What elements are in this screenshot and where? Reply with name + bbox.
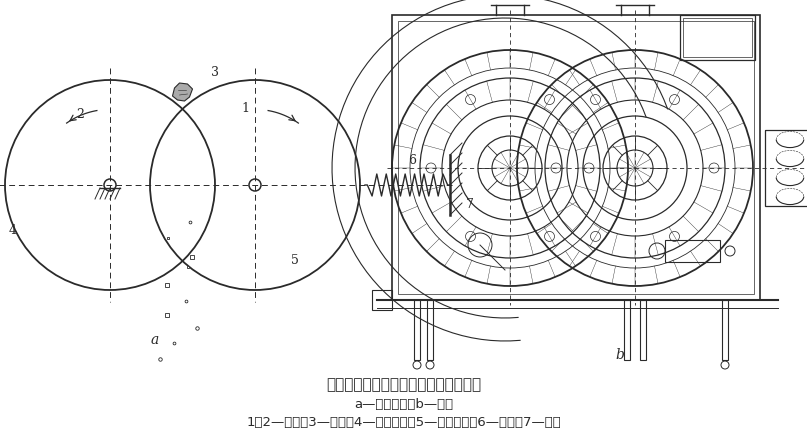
Text: 3: 3	[211, 66, 219, 78]
Bar	[665, 240, 720, 262]
Bar	[683, 18, 752, 57]
Text: a—工作原理；b—结构: a—工作原理；b—结构	[354, 398, 453, 412]
Text: b: b	[616, 348, 625, 362]
Bar	[398, 21, 754, 294]
Bar	[765, 130, 807, 206]
Bar	[392, 15, 760, 300]
Bar	[624, 300, 630, 360]
Text: 1: 1	[241, 102, 249, 115]
Text: 4: 4	[9, 223, 17, 236]
Bar	[372, 290, 392, 310]
Text: a: a	[151, 333, 159, 347]
Text: 5: 5	[291, 253, 299, 267]
Bar	[427, 300, 433, 360]
Text: 6: 6	[408, 153, 416, 166]
Bar	[722, 300, 728, 360]
Text: 2: 2	[76, 108, 84, 121]
Text: 7: 7	[466, 198, 474, 211]
Text: 1，2—辊子；3—物料；4—固定轴承；5—可动轴承；6—弹簧；7—机架: 1，2—辊子；3—物料；4—固定轴承；5—可动轴承；6—弹簧；7—机架	[246, 416, 561, 429]
Text: 双辊式破碎机的工作原理及结构示意图: 双辊式破碎机的工作原理及结构示意图	[326, 377, 481, 392]
Bar	[680, 15, 755, 60]
Polygon shape	[173, 83, 193, 101]
Bar	[640, 300, 646, 360]
Bar	[414, 300, 420, 360]
